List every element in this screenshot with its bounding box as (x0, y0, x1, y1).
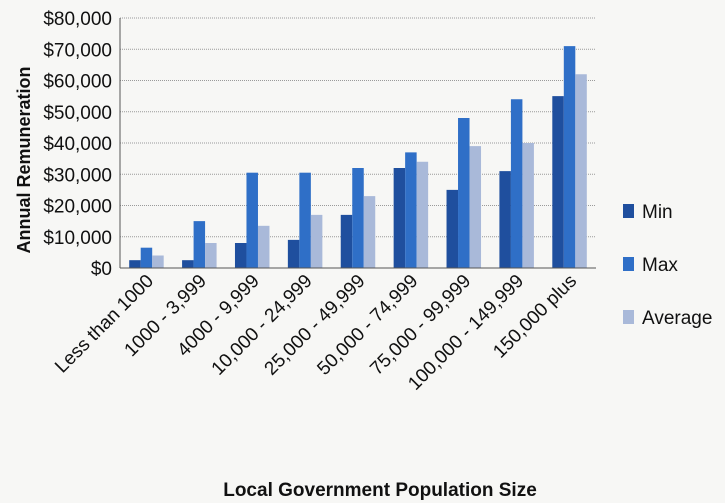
legend-swatch-max (623, 257, 634, 271)
bar-max (563, 46, 576, 268)
bar-min (287, 239, 300, 268)
bar-average (310, 214, 323, 268)
bar-min (340, 214, 353, 268)
bar-average (522, 143, 534, 268)
bar-max (193, 221, 206, 268)
bar-max (458, 118, 470, 268)
y-tick-label: $80,000 (43, 9, 112, 30)
bar-min (552, 96, 564, 268)
bar-min (499, 171, 511, 268)
y-tick-label: $70,000 (43, 40, 112, 61)
legend-swatch-average (623, 310, 634, 324)
bar-min (393, 168, 406, 268)
bar-max (140, 247, 153, 268)
bar-min (446, 189, 459, 268)
bar-max (510, 99, 523, 268)
bar-average (469, 146, 482, 268)
bar-max (405, 152, 417, 268)
legend-label-average: Average (642, 308, 712, 329)
y-tick-labels: $0 $10,000 $20,000 $30,000 $40,000 $50,000 $60… (43, 9, 112, 280)
y-tick-label: $60,000 (43, 72, 112, 93)
bar-min (129, 260, 141, 268)
bar-max (352, 168, 364, 268)
y-tick-label: $50,000 (43, 103, 112, 124)
bar-average (152, 255, 164, 268)
y-tick-label: $10,000 (43, 228, 112, 249)
bar-average (205, 243, 217, 268)
y-tick-label: $40,000 (43, 134, 112, 155)
x-axis-title: Local Government Population Size (223, 480, 537, 501)
y-tick-label: $30,000 (43, 165, 112, 186)
y-tick-label: $0 (91, 259, 112, 280)
legend: Min Max Average (623, 202, 712, 329)
bar-average (575, 74, 587, 268)
bar-average (363, 196, 376, 268)
bar-max (246, 172, 258, 268)
y-tick-label: $20,000 (43, 197, 112, 218)
bar-min (234, 243, 247, 268)
bar-max (299, 172, 311, 268)
bar-average (416, 161, 429, 268)
legend-label-min: Min (642, 202, 673, 223)
bars (129, 46, 587, 268)
legend-label-max: Max (642, 255, 678, 276)
legend-swatch-min (623, 204, 634, 218)
y-axis-title: Annual Remuneration (14, 66, 34, 253)
bar-min (182, 260, 194, 268)
bar-average (257, 225, 270, 268)
axes (119, 18, 596, 269)
